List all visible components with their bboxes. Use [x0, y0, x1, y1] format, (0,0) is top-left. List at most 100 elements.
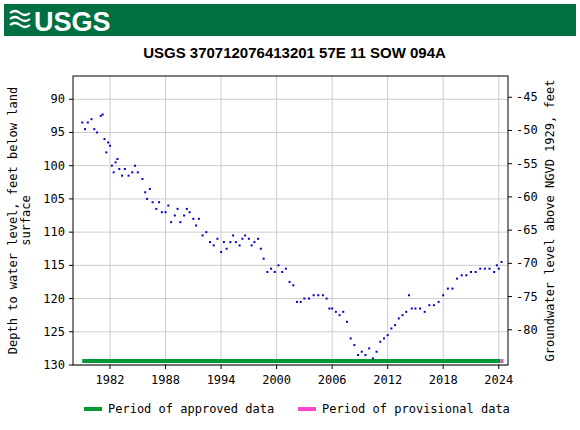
y-tick	[69, 198, 73, 199]
data-point	[165, 211, 167, 213]
data-point	[456, 278, 458, 280]
data-point	[387, 334, 389, 336]
data-point	[209, 241, 211, 243]
logo-wave	[10, 17, 30, 21]
grid-line-x	[110, 76, 111, 365]
x-tick-label: 2006	[318, 373, 347, 387]
data-point	[251, 244, 253, 246]
data-point	[177, 208, 179, 210]
data-point	[317, 294, 319, 296]
grid-line-x	[165, 76, 166, 365]
period-line	[501, 359, 504, 363]
data-point	[383, 337, 385, 339]
data-point	[401, 314, 403, 316]
legend-swatch	[84, 407, 102, 411]
data-point	[96, 131, 98, 133]
data-point	[493, 271, 495, 273]
data-point	[414, 308, 416, 310]
data-point	[501, 261, 503, 263]
data-point	[121, 175, 123, 177]
y-tick	[69, 132, 73, 133]
data-point	[285, 268, 287, 270]
x-tick	[165, 365, 166, 369]
grid	[73, 76, 508, 365]
y-tick	[69, 331, 73, 332]
data-point	[433, 304, 435, 306]
data-point	[109, 145, 111, 147]
data-point	[428, 304, 430, 306]
background	[0, 0, 580, 430]
data-point	[379, 341, 381, 343]
legend-label: Period of approved data	[108, 402, 274, 416]
y2-tick	[508, 196, 512, 197]
data-point	[186, 208, 188, 210]
legend-swatch	[298, 407, 316, 411]
data-point	[308, 298, 310, 300]
data-point	[342, 311, 344, 313]
data-point	[484, 268, 486, 270]
data	[81, 114, 503, 361]
title: USGS 370712076413201 57E 11 SOW 094A	[143, 44, 446, 61]
grid-line-x	[498, 76, 499, 365]
y2-tick	[508, 230, 512, 231]
y2-tick-label: -45	[516, 90, 538, 104]
y-tick-label: 120	[43, 292, 65, 306]
data-point	[390, 327, 392, 329]
data-point	[131, 171, 133, 173]
data-point	[405, 311, 407, 313]
data-point	[263, 258, 265, 260]
data-point	[424, 311, 426, 313]
y-tick	[69, 298, 73, 299]
data-point	[353, 344, 355, 346]
data-point	[331, 308, 333, 310]
data-point	[115, 161, 117, 163]
y-tick-label: 125	[43, 325, 65, 339]
x-tick-label: 1988	[151, 373, 180, 387]
y-tick-label: 95	[51, 125, 65, 139]
data-point	[103, 138, 105, 140]
y2-axis: -45-50-55-60-65-70-75-80	[508, 90, 538, 337]
data-point	[235, 241, 237, 243]
logo-wave	[10, 11, 30, 15]
y2-tick-label: -65	[516, 223, 538, 237]
data-point	[346, 321, 348, 323]
data-point	[105, 151, 107, 153]
data-point	[102, 114, 104, 116]
x-tick	[498, 365, 499, 369]
data-point	[465, 274, 467, 276]
y-tick	[69, 165, 73, 166]
y2-tick-label: -50	[516, 123, 538, 137]
data-point	[192, 218, 194, 220]
data-point	[202, 234, 204, 236]
y-tick-label: 90	[51, 92, 65, 106]
data-point	[87, 122, 89, 124]
data-point	[438, 301, 440, 303]
data-point	[361, 351, 363, 353]
data-point	[239, 244, 241, 246]
data-point	[303, 298, 305, 300]
grid-line-x	[276, 76, 277, 365]
data-point	[479, 268, 481, 270]
data-point	[335, 311, 337, 313]
y2-tick	[508, 263, 512, 264]
data-point	[270, 268, 272, 270]
logo-text: USGS	[34, 7, 111, 37]
y-tick	[69, 265, 73, 266]
period-line	[82, 359, 500, 363]
data-point	[107, 141, 109, 143]
data-point	[442, 294, 444, 296]
data-point	[257, 238, 259, 240]
data-point	[496, 264, 498, 266]
grid-line-x	[387, 76, 388, 365]
y2-tick-label: -70	[516, 256, 538, 270]
grid-line-y	[73, 198, 508, 199]
x-tick	[221, 365, 222, 369]
data-point	[137, 171, 139, 173]
plot-frame	[73, 76, 508, 365]
y2-tick-label: -60	[516, 190, 538, 204]
data-point	[277, 264, 279, 266]
y-tick-label: 100	[43, 159, 65, 173]
data-point	[339, 314, 341, 316]
grid-line-y	[73, 99, 508, 100]
x-tick	[332, 365, 333, 369]
